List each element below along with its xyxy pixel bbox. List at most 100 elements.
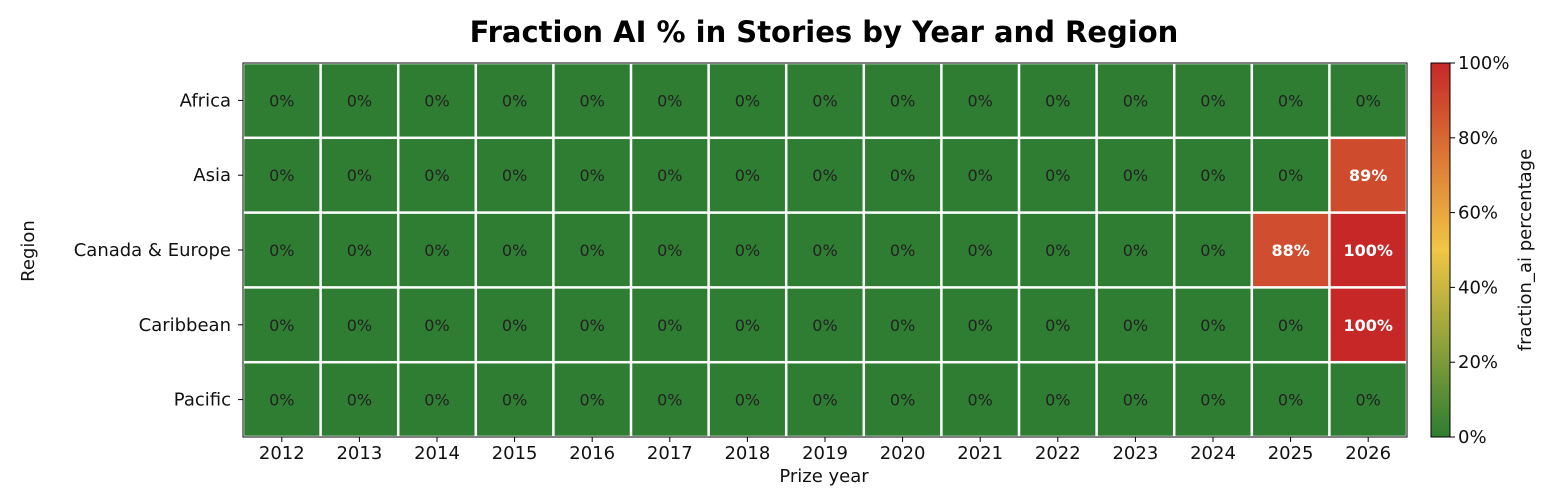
cell-value-label: 100% [1343,316,1392,335]
cell-value-label: 0% [1045,91,1070,110]
cell-value-label: 0% [1123,91,1148,110]
heatmap-cell [1175,213,1251,287]
cell-value-label: 0% [657,166,682,185]
heatmap-cell [1175,139,1251,212]
cell-value-label: 0% [269,166,294,185]
x-tick-label: 2017 [647,443,693,464]
x-tick-label: 2016 [569,443,615,464]
x-tick-label: 2019 [802,443,848,464]
heatmap-cell [1097,213,1173,287]
cell-value-label: 88% [1271,241,1309,260]
chart-title: Fraction AI % in Stories by Year and Reg… [470,15,1179,49]
heatmap-cell [942,139,1018,212]
colorbar-ticks: 0% 20% 40% 60% 80% 100% [1450,53,1509,448]
cell-value-label: 0% [735,316,760,335]
heatmap-cell [477,288,553,361]
heatmap-cell [865,363,941,436]
heatmap-cell [554,288,630,361]
heatmap-cell [1253,139,1329,212]
heatmap-cells: 0% 0% 0% 0% 0% 0% 0% 0% 0% 0% 0% 0% 0% 0% 0% 0% 0% 0% 0% 0%… [242,62,1408,438]
cell-value-label: 0% [502,316,527,335]
colorbar-tick-label: 60% [1458,203,1498,224]
cell-value-label: 0% [1200,241,1225,260]
cell-value-label: 0% [424,166,449,185]
heatmap-cell [554,64,630,137]
x-tick-label: 2012 [259,443,305,464]
x-tick-label: 2023 [1112,443,1158,464]
heatmap-cell [1020,139,1096,212]
cell-value-label: 0% [812,391,837,410]
cell-value-label: 0% [890,316,915,335]
heatmap-cell [244,139,320,212]
y-axis-label: Region [18,220,39,282]
cell-value-label: 0% [580,166,605,185]
cell-value-label: 0% [812,241,837,260]
y-axis-ticks: Africa Asia Canada & Europe Caribbean Pacifi… [74,90,243,411]
heatmap-cell [399,213,475,287]
cell-value-label: 0% [502,391,527,410]
y-tick-label: Africa [180,90,231,111]
x-tick-label: 2018 [724,443,770,464]
cell-value-label: 100% [1343,241,1392,260]
heatmap-cell [1330,139,1406,212]
colorbar-tick-label: 0% [1458,427,1487,448]
heatmap-cell [477,363,553,436]
heatmap-cell [1020,288,1096,361]
cell-value-label: 0% [1200,91,1225,110]
heatmap-cell [554,363,630,436]
x-tick-label: 2025 [1268,443,1314,464]
cell-value-label: 0% [347,241,372,260]
cell-value-label: 0% [1278,316,1303,335]
cell-value-label: 0% [1045,241,1070,260]
colorbar-tick-label: 80% [1458,128,1498,149]
cell-value-label: 0% [735,391,760,410]
heatmap-cell [787,363,863,436]
x-tick-label: 2020 [880,443,926,464]
heatmap-cell [399,363,475,436]
cell-value-label: 0% [424,91,449,110]
x-tick-label: 2022 [1035,443,1081,464]
heatmap-cell [1097,288,1173,361]
colorbar-tick-label: 100% [1458,53,1509,74]
cell-value-label: 0% [735,91,760,110]
heatmap-cell [632,288,708,361]
cell-value-label: 0% [968,91,993,110]
cell-value-label: 0% [890,391,915,410]
heatmap-cell [1330,288,1406,361]
heatmap-cell [399,288,475,361]
heatmap-cell [632,64,708,137]
heatmap-cell [321,288,397,361]
cell-value-label: 0% [968,391,993,410]
cell-value-label: 0% [269,241,294,260]
heatmap-cell [244,64,320,137]
y-tick-label: Pacific [174,390,231,411]
cell-value-label: 0% [1123,241,1148,260]
heatmap-cell [632,213,708,287]
cell-value-label: 0% [347,91,372,110]
heatmap-cell [942,64,1018,137]
cell-value-label: 0% [1278,91,1303,110]
heatmap-cell [632,363,708,436]
heatmap-cell [321,64,397,137]
heatmap-cell [1020,213,1096,287]
y-tick-label: Asia [193,165,231,186]
cell-value-label: 0% [1123,166,1148,185]
cell-value-label: 0% [968,166,993,185]
heatmap-cell [1097,363,1173,436]
colorbar: 0% 20% 40% 60% 80% 100% fraction_ai percentag… [1430,53,1536,448]
cell-value-label: 0% [1045,166,1070,185]
heatmap-cell [942,288,1018,361]
cell-value-label: 0% [812,166,837,185]
heatmap-cell [787,213,863,287]
cell-value-label: 0% [424,391,449,410]
heatmap-cell [554,213,630,287]
heatmap-cell [1330,363,1406,436]
x-tick-label: 2013 [336,443,382,464]
heatmap-cell [1175,64,1251,137]
heatmap-cell [321,363,397,436]
x-tick-label: 2014 [414,443,460,464]
x-tick-label: 2026 [1345,443,1391,464]
heatmap-cell [321,139,397,212]
cell-value-label: 0% [502,166,527,185]
